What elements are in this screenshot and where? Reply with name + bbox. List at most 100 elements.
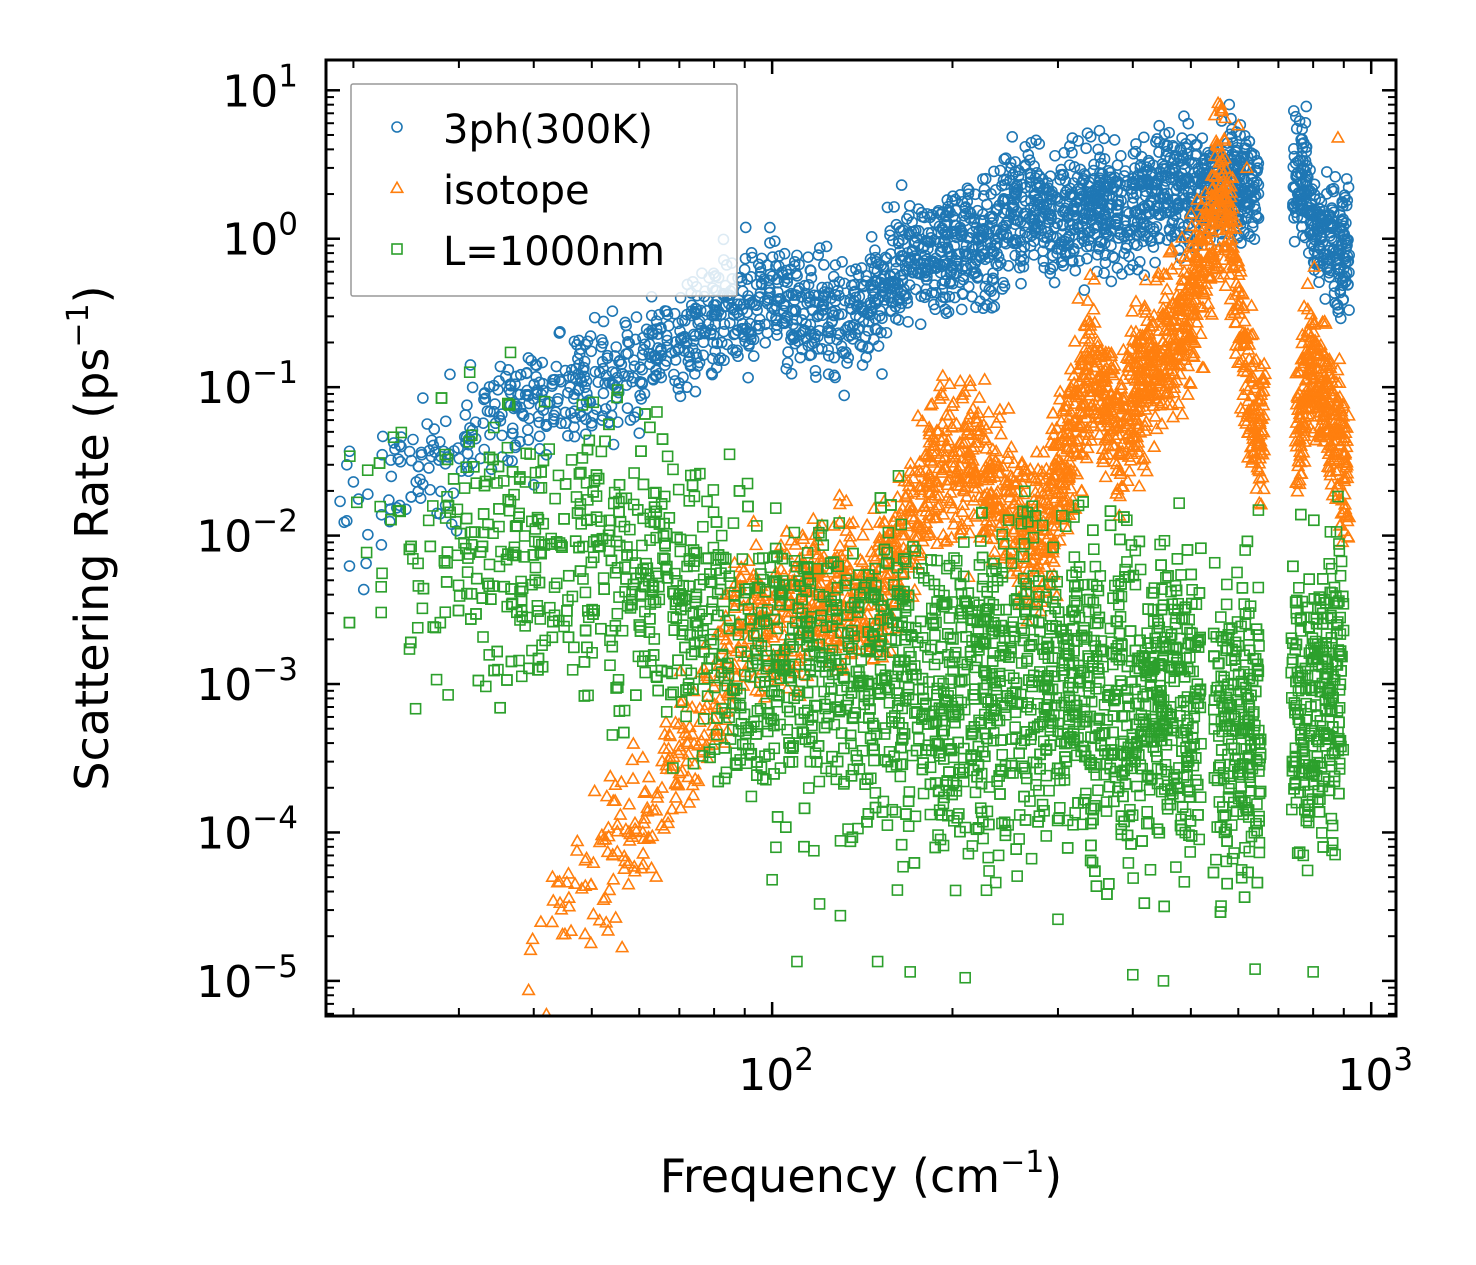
point-circle [995,179,1008,192]
point-circle [1098,267,1110,279]
point-circle [683,350,696,363]
point-circle [832,327,845,339]
point-triangle [1330,391,1345,404]
point-circle [1142,154,1155,167]
point-circle [731,344,743,357]
point-circle [1081,127,1094,139]
point-circle [1115,150,1127,162]
point-circle [655,343,667,356]
point-circle [521,424,534,436]
point-circle [1323,271,1336,283]
point-circle [1149,256,1161,269]
point-circle [1329,246,1342,259]
point-triangle [1096,454,1111,468]
point-circle [586,419,598,432]
point-circle [494,414,507,427]
point-circle [873,310,886,322]
point-circle [836,256,848,268]
point-circle [1101,181,1113,194]
point-circle [1146,185,1158,197]
point-circle [1057,255,1070,267]
point-circle [564,381,576,393]
point-circle [715,308,727,321]
point-circle [533,430,546,443]
point-circle [1131,216,1144,228]
point-circle [533,376,546,389]
point-circle [777,269,789,281]
point-circle [750,319,763,332]
point-circle [464,359,477,371]
point-circle [1087,164,1100,177]
point-circle [435,450,447,463]
point-circle [884,225,897,237]
point-circle [931,261,944,273]
point-circle [747,350,760,362]
point-circle [1337,220,1350,233]
point-circle [427,439,440,452]
point-circle [781,310,793,323]
point-circle [986,217,998,229]
point-circle [1015,277,1027,290]
point-circle [1033,138,1046,150]
point-circle [954,189,967,201]
point-circle [610,341,623,353]
point-circle [983,222,996,235]
point-triangle [586,906,601,920]
point-circle [433,436,446,448]
point-circle [1123,250,1135,263]
point-circle [1306,183,1318,195]
point-circle [636,363,648,376]
point-circle [585,345,597,358]
point-circle [450,524,463,537]
point-circle [737,328,750,341]
point-circle [1319,293,1332,305]
point-circle [970,266,982,279]
point-circle [764,268,776,281]
point-circle [1072,135,1084,147]
point-circle [792,335,804,347]
point-circle [1106,250,1119,263]
point-circle [1010,180,1022,193]
point-circle [813,242,826,254]
point-circle [1099,219,1112,231]
point-circle [855,278,868,291]
point-circle [920,234,932,247]
point-circle [1296,133,1308,145]
point-circle [836,346,849,358]
point-circle [1180,142,1193,155]
point-circle [1009,156,1022,168]
point-circle [879,251,892,264]
point-circle [1095,157,1107,170]
point-circle [856,359,869,371]
point-circle [744,326,757,338]
point-circle [407,433,419,446]
point-circle [385,470,398,483]
point-circle [970,301,982,314]
point-circle [1170,203,1183,216]
point-circle [488,405,500,418]
point-circle [939,210,952,223]
point-circle [895,253,908,266]
point-circle [737,323,749,335]
point-circle [897,233,909,246]
point-circle [622,335,634,348]
point-circle [493,375,505,387]
point-circle [362,528,374,541]
point-triangle [682,795,697,808]
point-circle [978,183,991,196]
point-circle [1160,162,1172,175]
point-circle [799,324,811,337]
point-circle [593,366,606,379]
point-circle [1323,267,1335,279]
point-circle [1329,171,1342,183]
point-circle [965,258,977,271]
point-circle [1012,170,1025,183]
point-triangle [962,373,977,387]
point-circle [1010,214,1023,226]
point-circle [1099,249,1111,261]
point-circle [1288,212,1300,224]
point-circle [1120,175,1133,188]
point-triangle [1169,373,1184,386]
point-circle [1178,110,1190,122]
point-circle [1342,278,1354,291]
